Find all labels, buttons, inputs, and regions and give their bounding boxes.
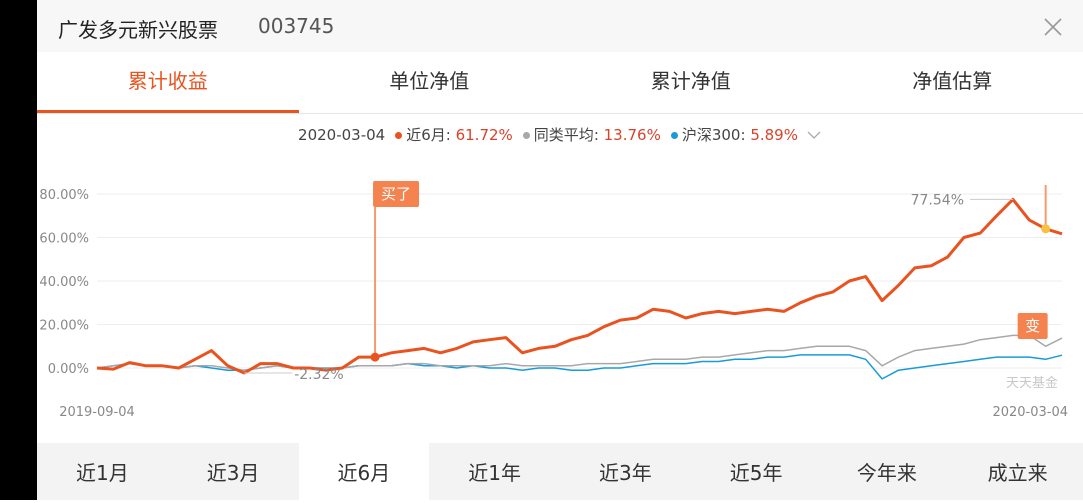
- marker-label: 变: [1025, 317, 1040, 335]
- period-tab[interactable]: 近1月: [37, 443, 168, 500]
- series-line: [97, 355, 1062, 379]
- y-tick-label: 20.00%: [39, 319, 89, 334]
- period-tab[interactable]: 成立来: [952, 443, 1083, 500]
- marker-dot: [371, 353, 380, 362]
- x-tick-label: 2019-09-04: [59, 405, 135, 420]
- y-tick-label: 40.00%: [39, 275, 89, 290]
- series-line: [97, 199, 1062, 373]
- period-tab[interactable]: 近3月: [168, 443, 299, 500]
- period-tab[interactable]: 近6月: [299, 443, 430, 500]
- period-tab[interactable]: 近3年: [560, 443, 691, 500]
- series-line: [97, 335, 1062, 370]
- x-tick-label: 2020-03-04: [992, 405, 1068, 420]
- max-label: 77.54%: [911, 192, 964, 208]
- y-tick-label: 0.00%: [48, 362, 89, 377]
- period-bar: 近1月近3月近6月近1年近3年近5年今年来成立来: [37, 443, 1083, 500]
- marker-dot: [1041, 224, 1050, 233]
- period-tab[interactable]: 近1年: [429, 443, 560, 500]
- chart: 0.00% 20.00% 40.00% 60.00% 80.00% 2019-09-04 2…: [0, 0, 1083, 440]
- marker-label: 买了: [381, 185, 411, 203]
- watermark: 天天基金: [1006, 375, 1058, 391]
- y-tick-label: 60.00%: [39, 232, 89, 247]
- period-tab[interactable]: 今年来: [822, 443, 953, 500]
- min-label: -2.32%: [294, 367, 344, 383]
- y-tick-label: 80.00%: [39, 188, 89, 203]
- period-tab[interactable]: 近5年: [691, 443, 822, 500]
